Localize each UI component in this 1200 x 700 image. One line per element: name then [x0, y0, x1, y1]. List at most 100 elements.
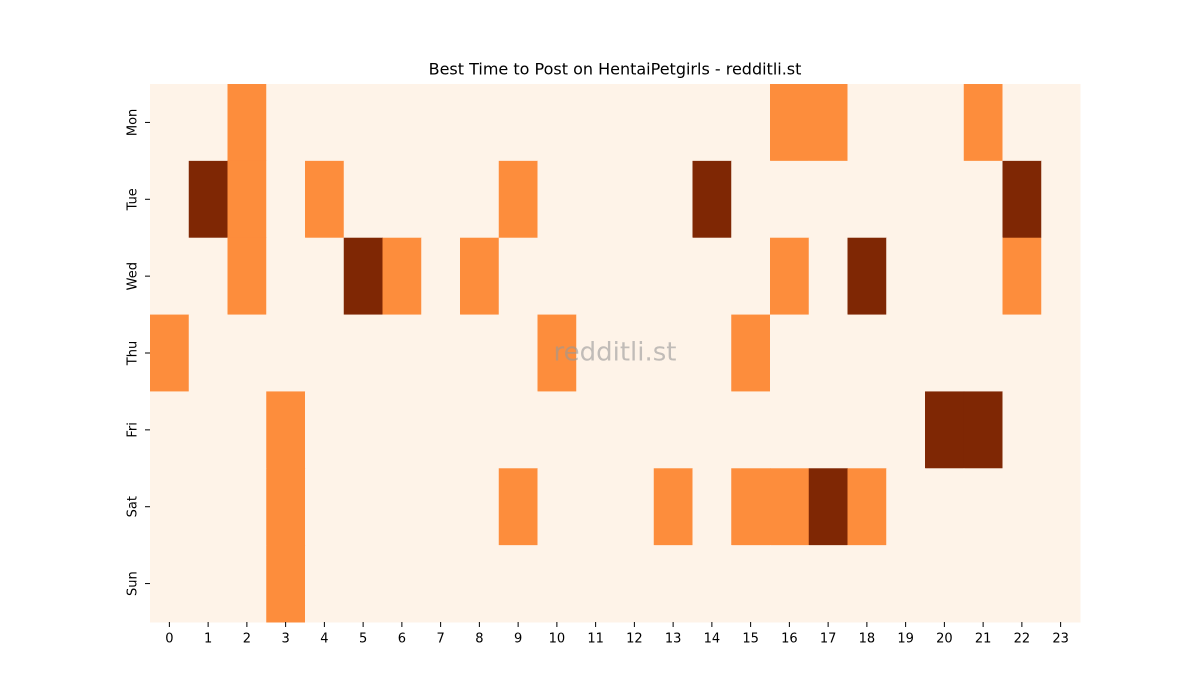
heatmap-cell — [847, 84, 887, 162]
heatmap-cell — [537, 468, 577, 546]
heatmap-cell — [847, 314, 887, 392]
heatmap-cell — [731, 314, 771, 392]
heatmap-cell — [537, 391, 577, 469]
heatmap-cell — [615, 391, 655, 469]
heatmap-cell — [150, 237, 190, 316]
heatmap-cell — [847, 160, 887, 239]
heatmap-cell — [537, 160, 577, 239]
heatmap-cell — [886, 314, 926, 392]
heatmap-cell — [227, 160, 267, 239]
x-tick-label: 4 — [320, 632, 328, 647]
heatmap-cell — [963, 160, 1003, 239]
heatmap-cell — [227, 314, 267, 392]
heatmap-cell — [770, 237, 810, 316]
heatmap-cell — [266, 545, 306, 623]
heatmap-cell — [963, 545, 1003, 623]
heatmap-cell — [847, 468, 887, 546]
heatmap-cell — [1002, 237, 1042, 316]
heatmap-cell — [886, 84, 926, 162]
heatmap-cell — [576, 314, 616, 392]
heatmap-cell — [886, 468, 926, 546]
heatmap-cell — [963, 314, 1003, 392]
heatmap-cell — [498, 84, 538, 162]
heatmap-cell — [963, 468, 1003, 546]
heatmap-cell — [266, 84, 306, 162]
heatmap-cell — [305, 468, 345, 546]
heatmap-cell — [421, 160, 461, 239]
x-tick-label: 10 — [549, 632, 566, 647]
heatmap-cell — [770, 391, 810, 469]
x-tick-label: 11 — [587, 632, 604, 647]
heatmap-cell — [653, 314, 693, 392]
heatmap-cell — [460, 84, 500, 162]
heatmap-cell — [770, 314, 810, 392]
heatmap-cell — [576, 545, 616, 623]
heatmap-cell — [1002, 160, 1042, 239]
heatmap-cell — [460, 391, 500, 469]
heatmap-cell — [692, 160, 732, 239]
heatmap-cell — [731, 237, 771, 316]
heatmap-cell — [305, 237, 345, 316]
heatmap-cell — [343, 391, 383, 469]
heatmap-cell — [692, 468, 732, 546]
heatmap-cell — [498, 237, 538, 316]
heatmap-cell — [227, 84, 267, 162]
heatmap-cell — [576, 468, 616, 546]
heatmap-cell — [266, 468, 306, 546]
x-tick-label: 0 — [165, 632, 173, 647]
heatmap-cell — [266, 160, 306, 239]
heatmap-cell — [382, 237, 422, 316]
heatmap-cell — [1002, 84, 1042, 162]
heatmap-cell — [1041, 391, 1081, 469]
heatmap-cell — [770, 468, 810, 546]
heatmap-cell — [925, 391, 965, 469]
x-tick-label: 18 — [859, 632, 876, 647]
heatmap-cell — [421, 237, 461, 316]
heatmap-cell — [847, 545, 887, 623]
heatmap-cell — [460, 468, 500, 546]
heatmap-cell — [692, 391, 732, 469]
x-tick-label: 23 — [1052, 632, 1069, 647]
x-tick-label: 22 — [1014, 632, 1031, 647]
heatmap-cell — [615, 545, 655, 623]
heatmap-cell — [227, 545, 267, 623]
heatmap-cell — [653, 468, 693, 546]
x-tick-label: 1 — [204, 632, 212, 647]
heatmap-cell — [266, 237, 306, 316]
heatmap-cell — [692, 314, 732, 392]
heatmap-cell — [1041, 84, 1081, 162]
heatmap-cell — [770, 160, 810, 239]
heatmap-cell — [421, 84, 461, 162]
heatmap-cell — [305, 545, 345, 623]
heatmap-cell — [150, 468, 190, 546]
heatmap-cell — [731, 545, 771, 623]
heatmap-cell — [1041, 468, 1081, 546]
heatmap-cell — [382, 468, 422, 546]
heatmap-cell — [925, 237, 965, 316]
heatmap-cell — [460, 237, 500, 316]
heatmap-cell — [266, 314, 306, 392]
heatmap-cell — [382, 545, 422, 623]
heatmap-cell — [498, 468, 538, 546]
y-tick-label: Mon — [126, 109, 141, 136]
heatmap-cell — [808, 84, 848, 162]
heatmap-cell — [150, 391, 190, 469]
heatmap-cell — [653, 160, 693, 239]
x-tick-label: 7 — [436, 632, 444, 647]
x-tick-label: 15 — [742, 632, 759, 647]
heatmap-cell — [576, 84, 616, 162]
heatmap-cell — [188, 468, 228, 546]
heatmap-cell — [343, 84, 383, 162]
heatmap-cell — [770, 545, 810, 623]
heatmap-cell — [1041, 160, 1081, 239]
heatmap-cell — [421, 314, 461, 392]
heatmap-cell — [421, 391, 461, 469]
heatmap-cell — [963, 391, 1003, 469]
heatmap-cell — [382, 84, 422, 162]
heatmap-cell — [150, 314, 190, 392]
heatmap-cell — [847, 391, 887, 469]
heatmap-cell — [1002, 391, 1042, 469]
heatmap-cell — [731, 391, 771, 469]
heatmap-cell — [847, 237, 887, 316]
